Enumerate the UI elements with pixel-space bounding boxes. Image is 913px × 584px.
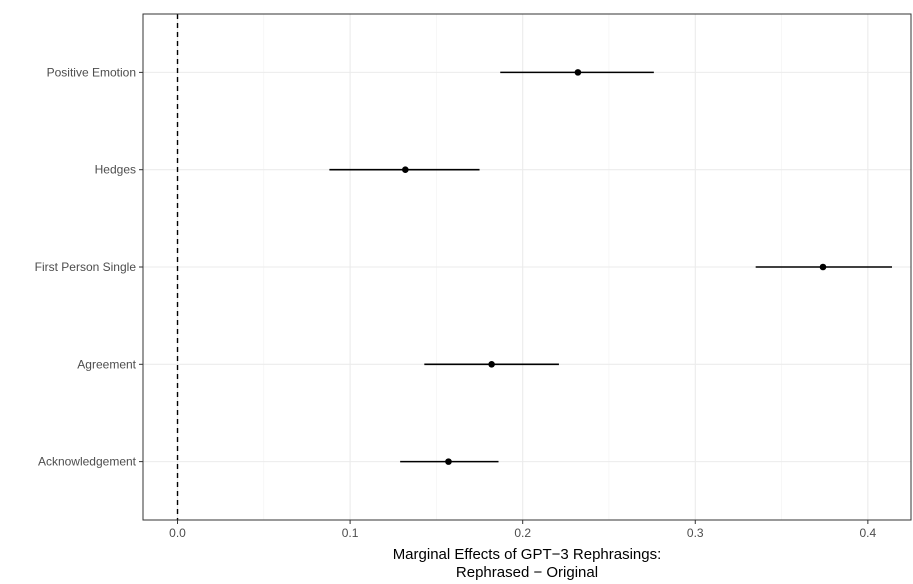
point-estimate-5	[445, 458, 452, 465]
y-tick-label: Hedges	[95, 163, 136, 177]
x-tick-label: 0.0	[169, 526, 186, 540]
axis-layer: 0.0 0.1 0.2 0.3 0.4 Positive Emotion Hedges Fir…	[35, 65, 877, 540]
data-layer	[329, 69, 893, 465]
y-tick-label: Agreement	[77, 357, 136, 371]
x-tick-label: 0.3	[687, 526, 704, 540]
point-estimate-2	[402, 166, 409, 173]
point-estimate-4	[488, 361, 495, 368]
point-estimate-1	[574, 69, 582, 76]
y-tick-label: Positive Emotion	[47, 65, 136, 79]
x-tick-label: 0.1	[342, 526, 359, 540]
y-tick-label: Acknowledgement	[38, 455, 137, 469]
x-tick-label: 0.2	[514, 526, 531, 540]
x-axis-title-line-2: Rephrased − Original	[456, 564, 598, 581]
x-tick-label: 0.4	[860, 526, 877, 540]
point-estimate-3	[819, 263, 827, 271]
y-tick-label: First Person Single	[35, 260, 137, 274]
x-axis-title-line-1: Marginal Effects of GPT−3 Rephrasings:	[393, 546, 662, 563]
